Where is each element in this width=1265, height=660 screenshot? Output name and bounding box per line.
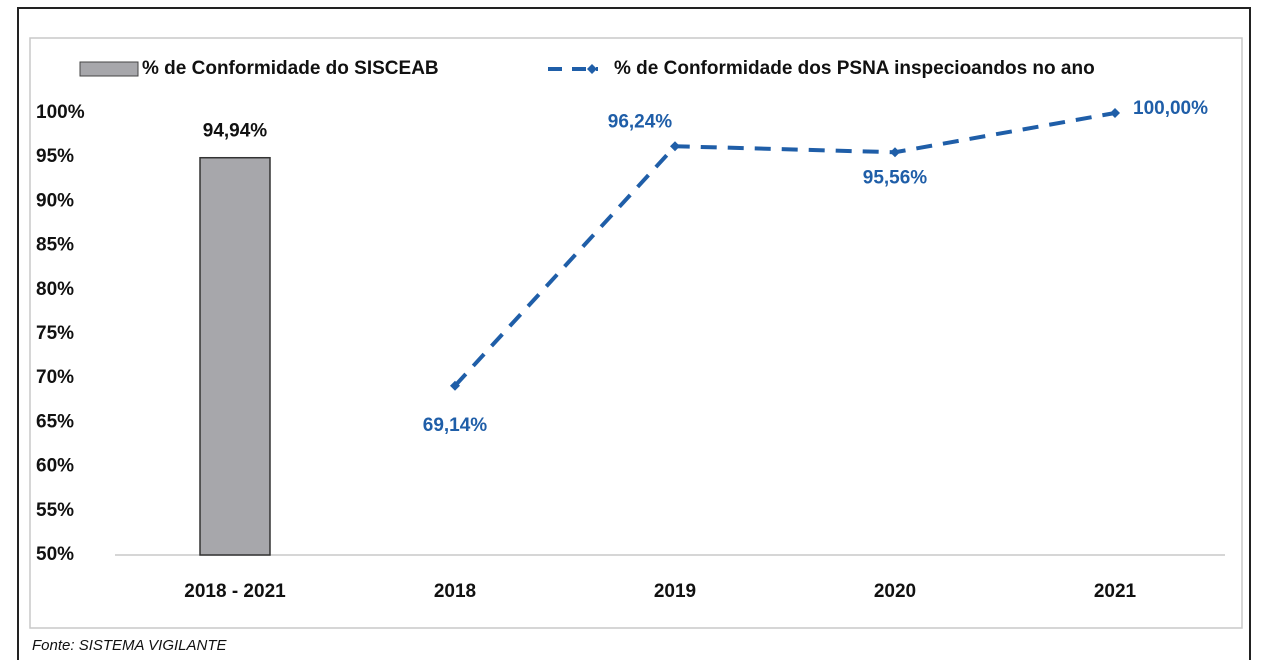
y-tick-label: 60% <box>36 456 74 477</box>
x-tick-label: 2019 <box>654 581 696 602</box>
legend-label: % de Conformidade do SISCEAB <box>142 58 439 79</box>
point <box>670 141 680 152</box>
y-tick-label: 70% <box>36 367 74 388</box>
x-tick-label: 2018 - 2021 <box>184 581 286 602</box>
chart-frame <box>29 37 1243 629</box>
bar <box>199 156 271 556</box>
data-label: 100,00% <box>1133 98 1208 119</box>
y-tick-label: 80% <box>36 279 74 300</box>
x-tick-label: 2021 <box>1094 581 1137 602</box>
y-tick-label: 55% <box>36 500 74 521</box>
x-tick-label: 2018 <box>434 581 476 602</box>
page-frame <box>17 7 1251 660</box>
data-label: 94,94% <box>203 121 268 142</box>
point <box>450 380 460 391</box>
y-tick-label: 95% <box>36 146 74 167</box>
x-tick-label: 2020 <box>874 581 916 602</box>
y-tick-label: 50% <box>36 544 74 565</box>
y-tick-label: 100% <box>36 102 85 123</box>
y-tick-label: 65% <box>36 411 74 432</box>
data-label: 96,24% <box>608 111 673 132</box>
source-note: Fonte: SISTEMA VIGILANTE <box>32 637 227 654</box>
data-label: 69,14% <box>423 415 488 436</box>
point <box>1110 108 1120 118</box>
y-tick-label: 90% <box>36 190 74 211</box>
data-label: 95,56% <box>863 167 928 188</box>
line <box>453 111 1116 388</box>
point <box>890 147 900 158</box>
legend-swatch <box>79 61 139 77</box>
legend-label: % de Conformidade dos PSNA inspecioandos… <box>614 58 1095 79</box>
y-tick-label: 85% <box>36 235 74 256</box>
legend-marker <box>587 64 597 74</box>
y-tick-label: 75% <box>36 323 74 344</box>
